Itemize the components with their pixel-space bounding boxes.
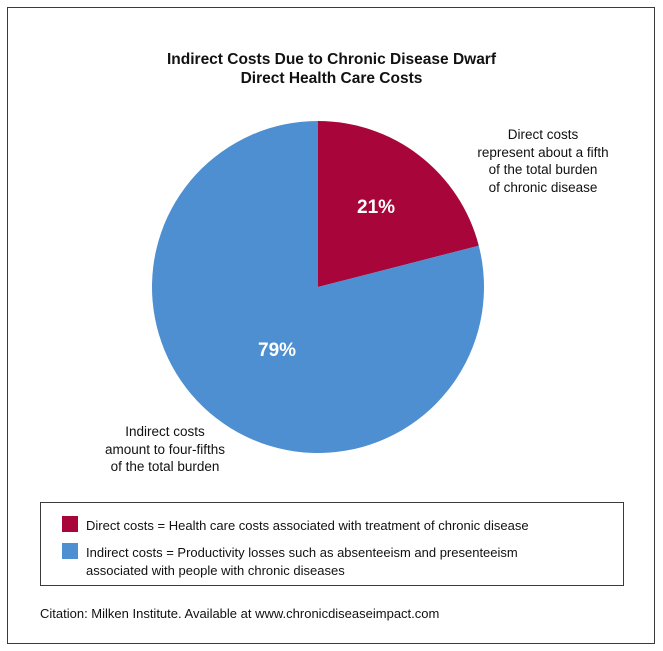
annotation-indirect-line: of the total burden — [110, 459, 220, 474]
annotation-direct-line: Direct costs — [507, 127, 579, 142]
annotation-indirect-costs: Indirect costs amount to four-fifths of … — [70, 423, 260, 476]
chart-title-line-1: Indirect Costs Due to Chronic Disease Dw… — [166, 51, 497, 68]
legend-text-line: Indirect costs = Productivity losses suc… — [86, 545, 518, 560]
chart-title-line-2: Direct Health Care Costs — [240, 70, 423, 87]
legend-text-line: Direct costs = Health care costs associa… — [86, 518, 529, 533]
legend-swatch-indirect-costs — [62, 543, 78, 559]
annotation-direct-costs: Direct costs represent about a fifth of … — [448, 126, 638, 196]
legend-text-direct-costs: Direct costs = Health care costs associa… — [86, 517, 611, 535]
annotation-direct-line: represent about a fifth — [477, 144, 609, 160]
pie-slice-indirect-costs — [151, 121, 484, 453]
legend-box: Direct costs = Health care costs associa… — [40, 502, 624, 586]
data-label-direct-costs: 21% — [357, 197, 396, 218]
annotation-direct-line: of chronic disease — [488, 179, 598, 195]
legend-text-line: associated with people with chronic dise… — [86, 562, 345, 578]
legend-swatch-direct-costs — [62, 516, 78, 532]
citation-text: Citation: Milken Institute. Available at… — [40, 606, 440, 621]
legend-text-indirect-costs: Indirect costs = Productivity losses suc… — [86, 544, 611, 579]
annotation-direct-line: of the total burden — [488, 162, 598, 177]
pie-slice-direct-costs — [318, 121, 479, 287]
chart-title: Indirect Costs Due to Chronic Disease Dw… — [0, 50, 663, 88]
annotation-indirect-line: amount to four-fifths — [104, 441, 226, 457]
data-label-indirect-costs: 79% — [258, 340, 297, 361]
annotation-indirect-line: Indirect costs — [125, 424, 205, 439]
